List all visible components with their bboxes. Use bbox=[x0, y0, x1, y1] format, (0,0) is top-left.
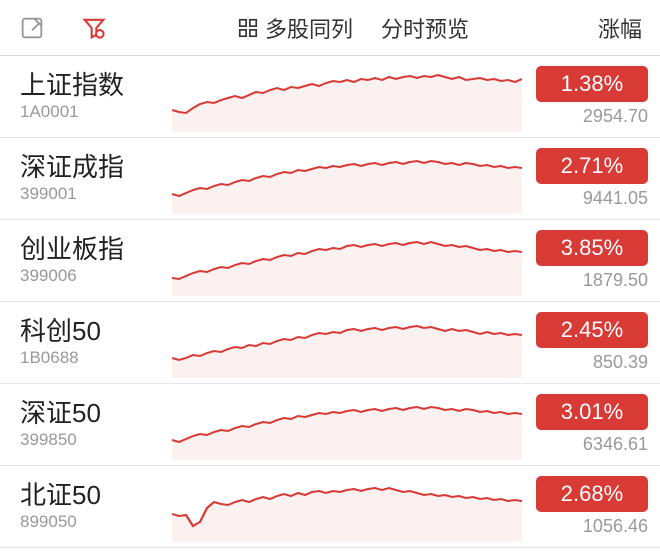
name-block: 上证指数1A0001 bbox=[20, 71, 172, 123]
index-code: 399850 bbox=[20, 430, 172, 450]
sparkline-chart bbox=[172, 472, 522, 542]
value-block: 3.01% 6346.61 bbox=[522, 394, 660, 455]
sort-button[interactable]: 涨幅 bbox=[598, 12, 642, 44]
index-code: 1B0688 bbox=[20, 348, 172, 368]
sparkline-chart bbox=[172, 390, 522, 460]
price-value: 2954.70 bbox=[583, 106, 648, 127]
filter-icon[interactable] bbox=[80, 14, 108, 42]
index-row[interactable]: 科创501B0688 2.45% 850.39 bbox=[0, 302, 660, 384]
pct-badge: 3.85% bbox=[536, 230, 648, 266]
sparkline-chart bbox=[172, 308, 522, 378]
value-block: 1.38% 2954.70 bbox=[522, 66, 660, 127]
toolbar: 多股同列 分时预览 涨幅 bbox=[0, 0, 660, 56]
index-code: 1A0001 bbox=[20, 102, 172, 122]
pct-badge: 2.71% bbox=[536, 148, 648, 184]
preview-button[interactable]: 分时预览 bbox=[381, 12, 469, 44]
grid-icon bbox=[237, 17, 259, 39]
index-row[interactable]: 北证50899050 2.68% 1056.46 bbox=[0, 466, 660, 548]
name-block: 科创501B0688 bbox=[20, 317, 172, 369]
value-block: 2.45% 850.39 bbox=[522, 312, 660, 373]
name-block: 深证成指399001 bbox=[20, 153, 172, 205]
index-row[interactable]: 深证50399850 3.01% 6346.61 bbox=[0, 384, 660, 466]
price-value: 6346.61 bbox=[583, 434, 648, 455]
price-value: 850.39 bbox=[593, 352, 648, 373]
sparkline-chart bbox=[172, 226, 522, 296]
value-block: 3.85% 1879.50 bbox=[522, 230, 660, 291]
index-name: 北证50 bbox=[20, 481, 172, 511]
index-code: 399006 bbox=[20, 266, 172, 286]
value-block: 2.71% 9441.05 bbox=[522, 148, 660, 209]
index-list: 上证指数1A0001 1.38% 2954.70 深证成指399001 2.71% 944… bbox=[0, 56, 660, 548]
index-name: 科创50 bbox=[20, 317, 172, 347]
index-name: 深证成指 bbox=[20, 153, 172, 183]
index-row[interactable]: 深证成指399001 2.71% 9441.05 bbox=[0, 138, 660, 220]
multi-view-button[interactable]: 多股同列 bbox=[237, 12, 353, 44]
price-value: 1056.46 bbox=[583, 516, 648, 537]
toolbar-center: 多股同列 分时预览 bbox=[108, 12, 598, 44]
price-value: 9441.05 bbox=[583, 188, 648, 209]
name-block: 创业板指399006 bbox=[20, 235, 172, 287]
edit-icon[interactable] bbox=[18, 14, 46, 42]
sparkline-chart bbox=[172, 62, 522, 132]
sparkline-chart bbox=[172, 144, 522, 214]
value-block: 2.68% 1056.46 bbox=[522, 476, 660, 537]
name-block: 深证50399850 bbox=[20, 399, 172, 451]
index-name: 深证50 bbox=[20, 399, 172, 429]
toolbar-left bbox=[18, 14, 108, 42]
preview-label: 分时预览 bbox=[381, 12, 469, 44]
index-name: 上证指数 bbox=[20, 71, 172, 101]
multi-view-label: 多股同列 bbox=[265, 12, 353, 44]
pct-badge: 2.45% bbox=[536, 312, 648, 348]
index-row[interactable]: 上证指数1A0001 1.38% 2954.70 bbox=[0, 56, 660, 138]
price-value: 1879.50 bbox=[583, 270, 648, 291]
pct-badge: 2.68% bbox=[536, 476, 648, 512]
index-name: 创业板指 bbox=[20, 235, 172, 265]
index-code: 899050 bbox=[20, 512, 172, 532]
pct-badge: 3.01% bbox=[536, 394, 648, 430]
name-block: 北证50899050 bbox=[20, 481, 172, 533]
sort-label: 涨幅 bbox=[598, 17, 642, 42]
pct-badge: 1.38% bbox=[536, 66, 648, 102]
index-row[interactable]: 创业板指399006 3.85% 1879.50 bbox=[0, 220, 660, 302]
index-code: 399001 bbox=[20, 184, 172, 204]
